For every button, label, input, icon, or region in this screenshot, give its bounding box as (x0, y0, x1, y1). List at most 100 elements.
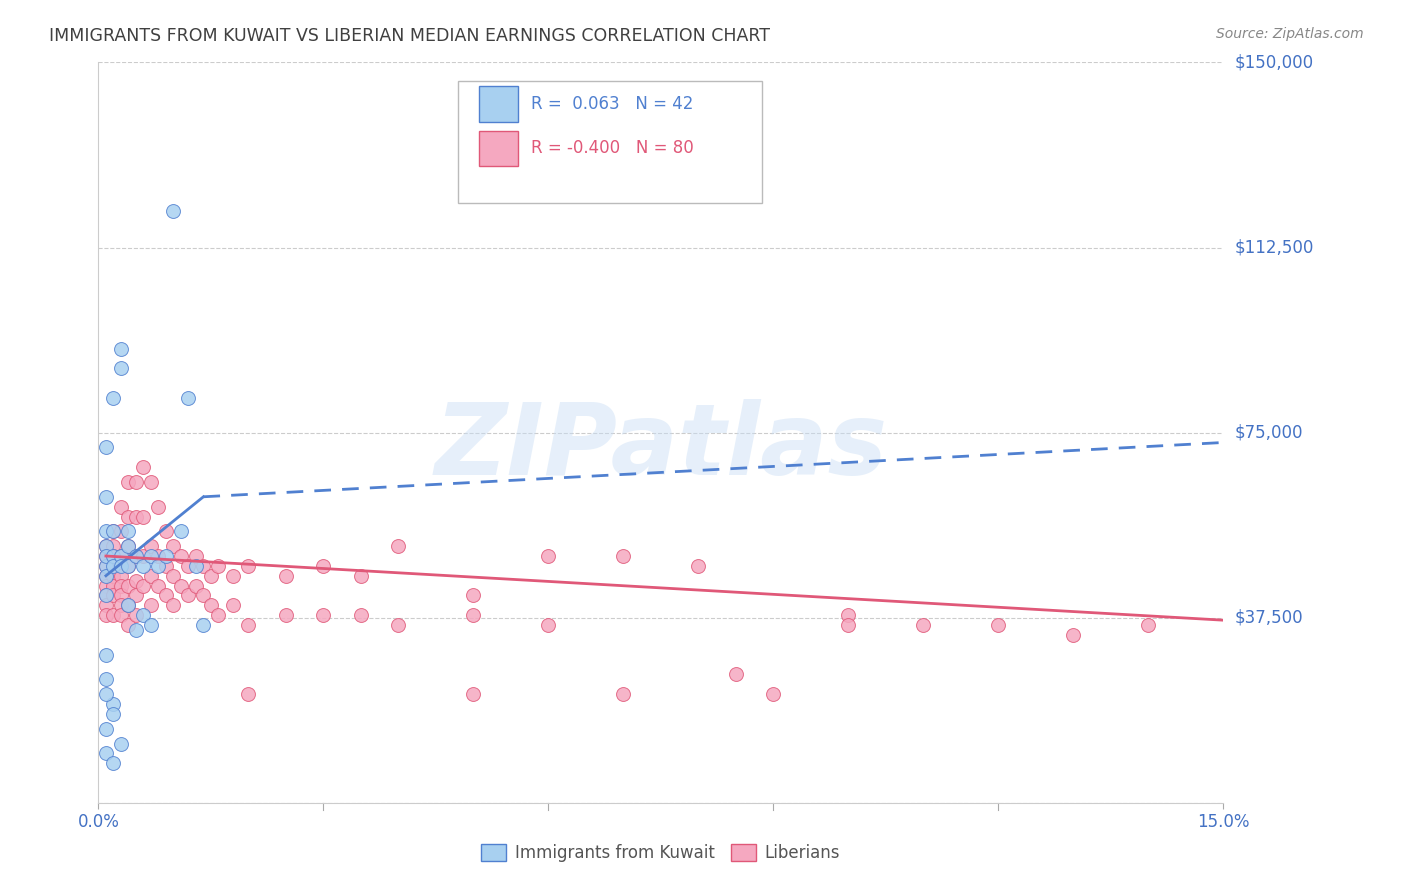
Text: R = -0.400   N = 80: R = -0.400 N = 80 (531, 139, 695, 157)
Point (110, 568, 132, 582)
Point (94, 687, 117, 701)
Point (125, 509, 148, 524)
Point (148, 500, 170, 514)
Point (132, 509, 155, 524)
Point (103, 549, 125, 563)
Point (987, 618, 1010, 632)
Point (139, 599, 162, 613)
Point (125, 589, 148, 603)
Point (193, 618, 215, 632)
Point (117, 558, 139, 573)
Point (125, 549, 148, 563)
Point (177, 558, 200, 573)
Point (184, 549, 207, 563)
Point (170, 549, 193, 563)
Point (103, 539, 125, 553)
Text: R =  0.063   N = 42: R = 0.063 N = 42 (531, 95, 693, 113)
Point (110, 342, 132, 356)
Point (688, 558, 710, 573)
Point (110, 589, 132, 603)
Point (350, 608, 373, 623)
Point (350, 568, 373, 582)
Point (837, 618, 859, 632)
Point (184, 558, 207, 573)
Point (110, 608, 132, 623)
Point (148, 579, 170, 593)
Point (207, 558, 229, 573)
Point (139, 549, 162, 563)
Point (110, 500, 132, 514)
Point (132, 460, 155, 475)
Point (200, 599, 222, 613)
Point (207, 608, 229, 623)
Bar (478, 130, 517, 166)
Point (110, 549, 132, 563)
Point (94, 568, 117, 582)
Point (94, 441, 117, 455)
Point (312, 608, 335, 623)
Point (463, 687, 485, 701)
Point (94, 579, 117, 593)
Point (238, 618, 260, 632)
Point (117, 524, 139, 539)
Point (222, 599, 245, 613)
Point (94, 539, 117, 553)
Point (103, 579, 125, 593)
Point (94, 539, 117, 553)
Point (170, 524, 193, 539)
Point (155, 524, 177, 539)
Point (537, 618, 560, 632)
Point (312, 558, 335, 573)
Point (463, 608, 485, 623)
Point (103, 706, 125, 721)
Point (125, 574, 148, 588)
Point (94, 608, 117, 623)
Point (117, 558, 139, 573)
Point (238, 558, 260, 573)
Point (94, 558, 117, 573)
Point (94, 589, 117, 603)
Point (177, 391, 200, 405)
Point (155, 589, 177, 603)
Point (94, 568, 117, 582)
Point (612, 687, 634, 701)
Point (110, 549, 132, 563)
Point (148, 549, 170, 563)
Point (162, 539, 184, 553)
Point (193, 589, 215, 603)
Point (1062, 628, 1084, 642)
Point (762, 687, 785, 701)
Point (117, 539, 139, 553)
Point (103, 524, 125, 539)
Point (200, 568, 222, 582)
Text: IMMIGRANTS FROM KUWAIT VS LIBERIAN MEDIAN EARNINGS CORRELATION CHART: IMMIGRANTS FROM KUWAIT VS LIBERIAN MEDIA… (49, 27, 770, 45)
Point (110, 579, 132, 593)
Point (103, 697, 125, 711)
Point (125, 623, 148, 637)
Point (132, 608, 155, 623)
Point (94, 549, 117, 563)
Point (184, 579, 207, 593)
Point (1137, 618, 1160, 632)
Point (117, 599, 139, 613)
Point (94, 490, 117, 504)
Point (117, 618, 139, 632)
Legend: Immigrants from Kuwait, Liberians: Immigrants from Kuwait, Liberians (475, 837, 846, 869)
Point (110, 558, 132, 573)
Point (117, 475, 139, 489)
Text: $112,500: $112,500 (1234, 238, 1313, 257)
Point (139, 539, 162, 553)
Point (125, 608, 148, 623)
Bar (478, 87, 517, 121)
Point (162, 203, 184, 218)
Text: $150,000: $150,000 (1234, 54, 1313, 71)
Point (94, 524, 117, 539)
FancyBboxPatch shape (458, 81, 762, 203)
Point (110, 361, 132, 376)
Point (537, 549, 560, 563)
Point (94, 648, 117, 662)
Point (837, 608, 859, 623)
Point (117, 539, 139, 553)
Point (132, 549, 155, 563)
Point (117, 599, 139, 613)
